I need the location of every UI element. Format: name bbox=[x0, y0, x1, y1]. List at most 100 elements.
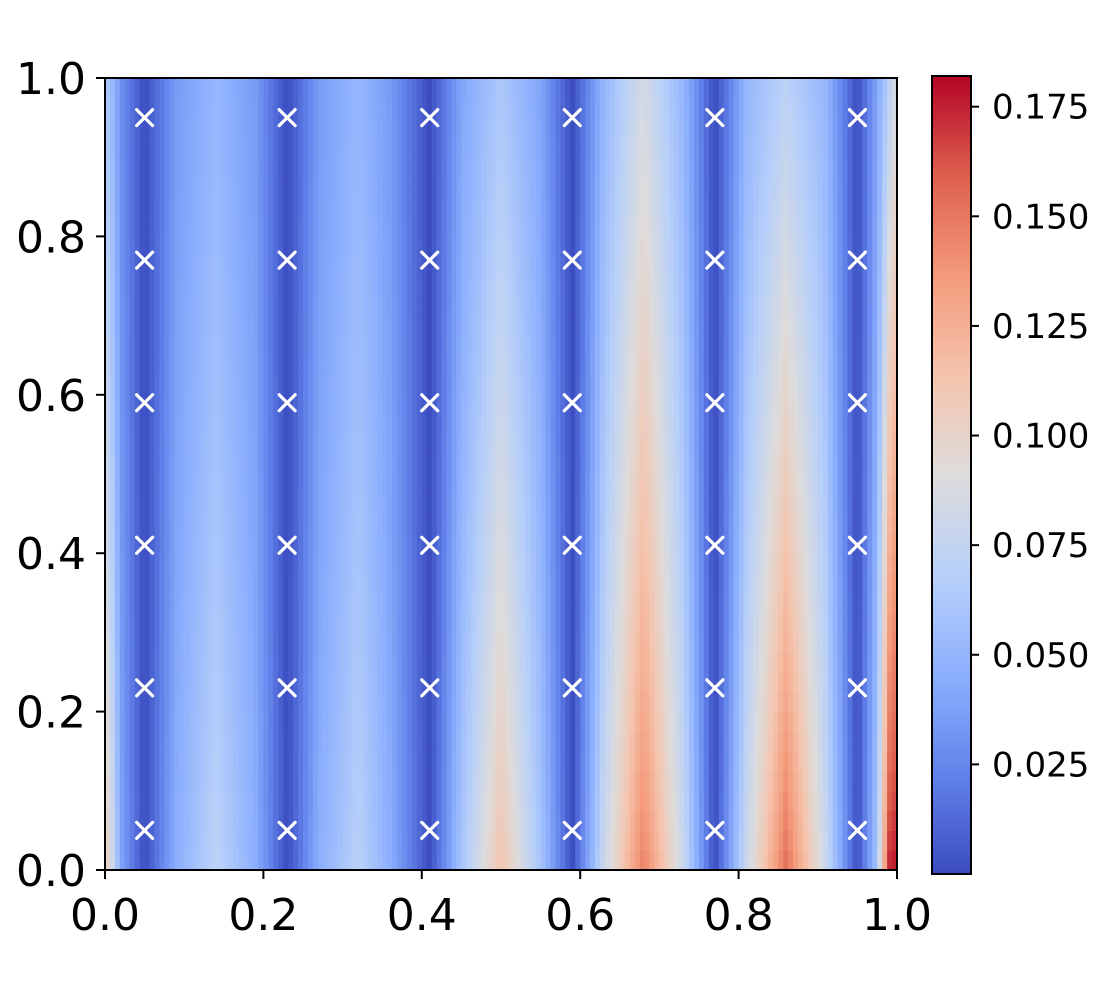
heatmap-cell bbox=[718, 493, 725, 515]
heatmap-cell bbox=[174, 137, 180, 158]
heatmap-cell bbox=[263, 276, 269, 297]
heatmap-cell bbox=[560, 711, 566, 732]
heatmap-cell bbox=[664, 276, 670, 297]
heatmap-cell bbox=[501, 414, 507, 435]
heatmap-cell bbox=[471, 177, 477, 198]
heatmap-cell bbox=[476, 533, 482, 554]
heatmap-cell bbox=[456, 632, 462, 653]
heatmap-cell bbox=[402, 691, 408, 713]
heatmap-cell bbox=[213, 315, 220, 336]
heatmap-cell bbox=[258, 474, 264, 495]
heatmap-cell bbox=[674, 751, 680, 772]
heatmap-cell bbox=[575, 295, 581, 317]
heatmap-cell bbox=[679, 434, 685, 455]
heatmap-cell bbox=[684, 355, 690, 376]
heatmap-cell bbox=[441, 78, 448, 99]
heatmap-cell bbox=[703, 394, 710, 416]
heatmap-cell bbox=[669, 414, 675, 435]
heatmap-cell bbox=[312, 256, 319, 277]
heatmap-cell bbox=[303, 315, 309, 336]
heatmap-cell bbox=[505, 632, 512, 653]
heatmap-cell bbox=[184, 711, 190, 732]
heatmap-cell bbox=[392, 394, 398, 416]
heatmap-cell bbox=[144, 177, 151, 198]
heatmap-cell bbox=[248, 394, 255, 416]
heatmap-cell bbox=[303, 117, 309, 138]
heatmap-cell bbox=[421, 177, 428, 198]
heatmap-cell bbox=[164, 790, 170, 812]
heatmap-cell bbox=[540, 553, 547, 574]
heatmap-cell bbox=[550, 790, 557, 812]
heatmap-cell bbox=[372, 612, 378, 633]
heatmap-cell bbox=[154, 771, 161, 792]
heatmap-cell bbox=[684, 454, 690, 475]
heatmap-cell bbox=[481, 632, 487, 653]
heatmap-cell bbox=[139, 672, 146, 693]
heatmap-cell bbox=[669, 117, 675, 138]
heatmap-cell bbox=[233, 295, 240, 317]
heatmap-cell bbox=[476, 850, 482, 870]
heatmap-cell bbox=[649, 276, 656, 297]
heatmap-cell bbox=[624, 513, 631, 534]
heatmap-cell bbox=[228, 117, 235, 138]
heatmap-cell bbox=[307, 434, 314, 455]
heatmap-cell bbox=[619, 335, 626, 356]
heatmap-cell bbox=[189, 830, 195, 851]
heatmap-cell bbox=[505, 256, 512, 277]
heatmap-cell bbox=[382, 830, 388, 851]
heatmap-cell bbox=[233, 414, 240, 435]
heatmap-cell bbox=[426, 137, 433, 158]
heatmap-cell bbox=[481, 533, 487, 554]
heatmap-cell bbox=[565, 790, 571, 812]
heatmap-cell bbox=[169, 315, 175, 336]
heatmap-cell bbox=[520, 652, 527, 673]
heatmap-cell bbox=[228, 454, 235, 475]
heatmap-cell bbox=[580, 434, 586, 455]
heatmap-cell bbox=[144, 137, 151, 158]
heatmap-cell bbox=[208, 315, 215, 336]
heatmap-cell bbox=[218, 513, 225, 534]
heatmap-cell bbox=[134, 276, 141, 297]
heatmap-cell bbox=[659, 355, 665, 376]
heatmap-cell bbox=[515, 157, 522, 178]
heatmap-cell bbox=[298, 394, 304, 416]
heatmap-cell bbox=[476, 117, 482, 138]
heatmap-cell bbox=[718, 434, 725, 455]
heatmap-cell bbox=[644, 335, 651, 356]
heatmap-cell bbox=[510, 196, 517, 218]
heatmap-cell bbox=[114, 414, 121, 435]
heatmap-cell bbox=[179, 355, 185, 376]
heatmap-cell bbox=[213, 672, 220, 693]
heatmap-cell bbox=[327, 771, 334, 792]
heatmap-cell bbox=[139, 117, 146, 138]
heatmap-cell bbox=[466, 335, 472, 356]
heatmap-cell bbox=[362, 375, 368, 396]
heatmap-cell bbox=[288, 157, 294, 178]
heatmap-cell bbox=[278, 137, 284, 158]
heatmap-cell bbox=[114, 612, 121, 633]
heatmap-cell bbox=[555, 711, 561, 732]
heatmap-cell bbox=[436, 315, 443, 336]
heatmap-cell bbox=[694, 691, 700, 713]
heatmap-cell bbox=[555, 790, 561, 812]
heatmap-cell bbox=[595, 810, 601, 831]
heatmap-cell bbox=[144, 573, 151, 594]
heatmap-cell bbox=[446, 216, 453, 237]
heatmap-cell bbox=[134, 573, 141, 594]
heatmap-cell bbox=[372, 850, 378, 870]
heatmap-cell bbox=[322, 810, 329, 831]
heatmap-cell bbox=[624, 731, 631, 752]
heatmap-cell bbox=[505, 434, 512, 455]
heatmap-cell bbox=[476, 691, 482, 713]
heatmap-cell bbox=[114, 256, 121, 277]
heatmap-cell bbox=[426, 315, 433, 336]
heatmap-cell bbox=[614, 513, 621, 534]
heatmap-cell bbox=[456, 751, 462, 772]
heatmap-cell bbox=[664, 810, 670, 831]
heatmap-cell bbox=[109, 711, 116, 732]
heatmap-cell bbox=[486, 830, 492, 851]
heatmap-cell bbox=[293, 751, 299, 772]
heatmap-cell bbox=[377, 414, 383, 435]
heatmap-cell bbox=[397, 375, 403, 396]
heatmap-cell bbox=[199, 691, 205, 713]
